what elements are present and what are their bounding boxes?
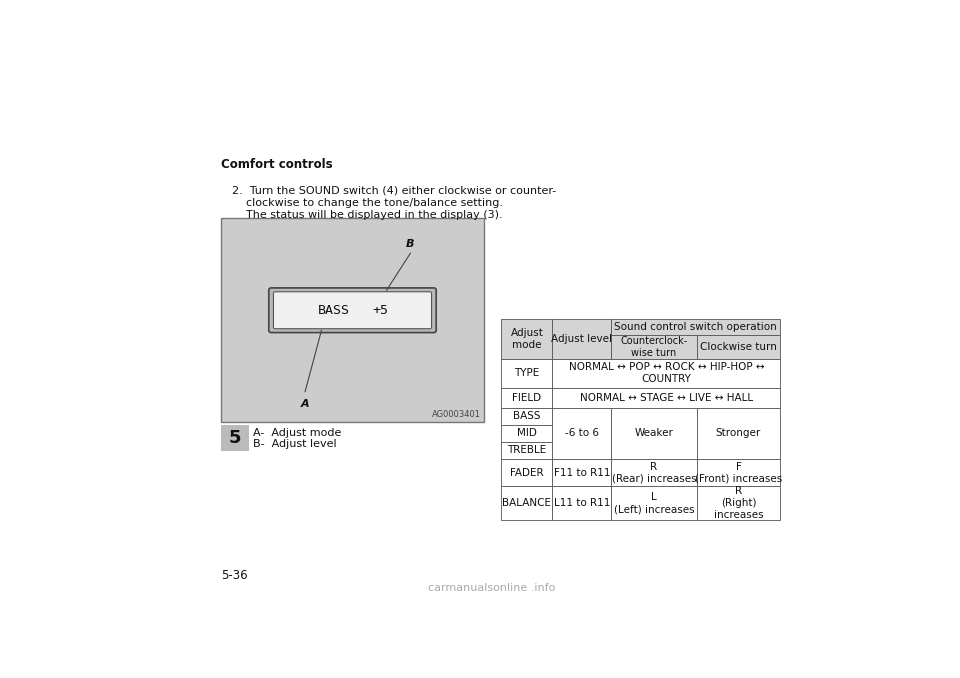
Bar xyxy=(501,359,552,388)
Text: R
(Right)
increases: R (Right) increases xyxy=(713,486,763,520)
Text: BASS: BASS xyxy=(318,304,349,317)
Text: F
(Front) increases: F (Front) increases xyxy=(695,462,782,483)
Text: A: A xyxy=(300,399,309,410)
Text: BASS: BASS xyxy=(514,412,540,421)
FancyBboxPatch shape xyxy=(274,292,432,329)
Bar xyxy=(552,388,780,408)
Text: The status will be displayed in the display (3).: The status will be displayed in the disp… xyxy=(232,210,503,220)
Text: Stronger: Stronger xyxy=(716,428,761,438)
Bar xyxy=(552,319,612,359)
Bar xyxy=(612,336,697,359)
Text: 2.  Turn the SOUND switch (4) either clockwise or counter-: 2. Turn the SOUND switch (4) either cloc… xyxy=(232,185,557,195)
Text: Counterclock-
wise turn: Counterclock- wise turn xyxy=(620,336,687,358)
Text: TYPE: TYPE xyxy=(515,368,540,378)
Bar xyxy=(501,425,552,442)
Text: clockwise to change the tone/balance setting.: clockwise to change the tone/balance set… xyxy=(232,197,503,207)
Text: A-  Adjust mode: A- Adjust mode xyxy=(253,428,342,438)
Text: AG0003401: AG0003401 xyxy=(432,410,481,420)
Bar xyxy=(552,486,612,520)
Text: Weaker: Weaker xyxy=(635,428,673,438)
Bar xyxy=(612,319,780,336)
Text: FADER: FADER xyxy=(510,468,543,477)
Bar xyxy=(221,425,249,451)
Text: Adjust
mode: Adjust mode xyxy=(511,327,543,350)
Text: -6 to 6: -6 to 6 xyxy=(564,428,599,438)
Bar xyxy=(552,408,612,458)
Text: 5-36: 5-36 xyxy=(221,569,248,582)
Text: Adjust level: Adjust level xyxy=(551,334,612,344)
Bar xyxy=(612,458,697,486)
Bar xyxy=(552,458,612,486)
Text: NORMAL ↔ POP ↔ ROCK ↔ HIP-HOP ↔
COUNTRY: NORMAL ↔ POP ↔ ROCK ↔ HIP-HOP ↔ COUNTRY xyxy=(568,362,764,384)
Bar xyxy=(501,319,552,359)
Text: F11 to R11: F11 to R11 xyxy=(554,468,611,477)
Text: L
(Left) increases: L (Left) increases xyxy=(613,492,694,515)
Text: BALANCE: BALANCE xyxy=(502,498,551,508)
Bar xyxy=(501,458,552,486)
Text: carmanualsonline .info: carmanualsonline .info xyxy=(428,582,556,593)
Text: Sound control switch operation: Sound control switch operation xyxy=(614,322,778,332)
Bar xyxy=(612,408,697,458)
Text: B: B xyxy=(406,239,415,250)
Bar xyxy=(697,486,780,520)
Text: TREBLE: TREBLE xyxy=(507,445,546,455)
Text: NORMAL ↔ STAGE ↔ LIVE ↔ HALL: NORMAL ↔ STAGE ↔ LIVE ↔ HALL xyxy=(580,393,753,403)
Text: FIELD: FIELD xyxy=(513,393,541,403)
Text: 5: 5 xyxy=(228,429,241,447)
Bar xyxy=(221,218,484,422)
Bar xyxy=(612,486,697,520)
Text: Clockwise turn: Clockwise turn xyxy=(700,342,777,352)
Text: L11 to R11: L11 to R11 xyxy=(554,498,611,508)
Text: +5: +5 xyxy=(372,304,389,317)
Bar xyxy=(501,442,552,458)
Text: MID: MID xyxy=(516,428,537,438)
Text: Comfort controls: Comfort controls xyxy=(221,158,332,171)
Bar xyxy=(697,408,780,458)
Text: B-  Adjust level: B- Adjust level xyxy=(253,439,337,449)
FancyBboxPatch shape xyxy=(269,288,436,333)
Bar xyxy=(697,458,780,486)
Text: R
(Rear) increases: R (Rear) increases xyxy=(612,462,696,483)
Bar xyxy=(501,486,552,520)
Bar xyxy=(697,336,780,359)
Bar xyxy=(552,359,780,388)
Bar xyxy=(501,388,552,408)
Bar xyxy=(501,408,552,425)
